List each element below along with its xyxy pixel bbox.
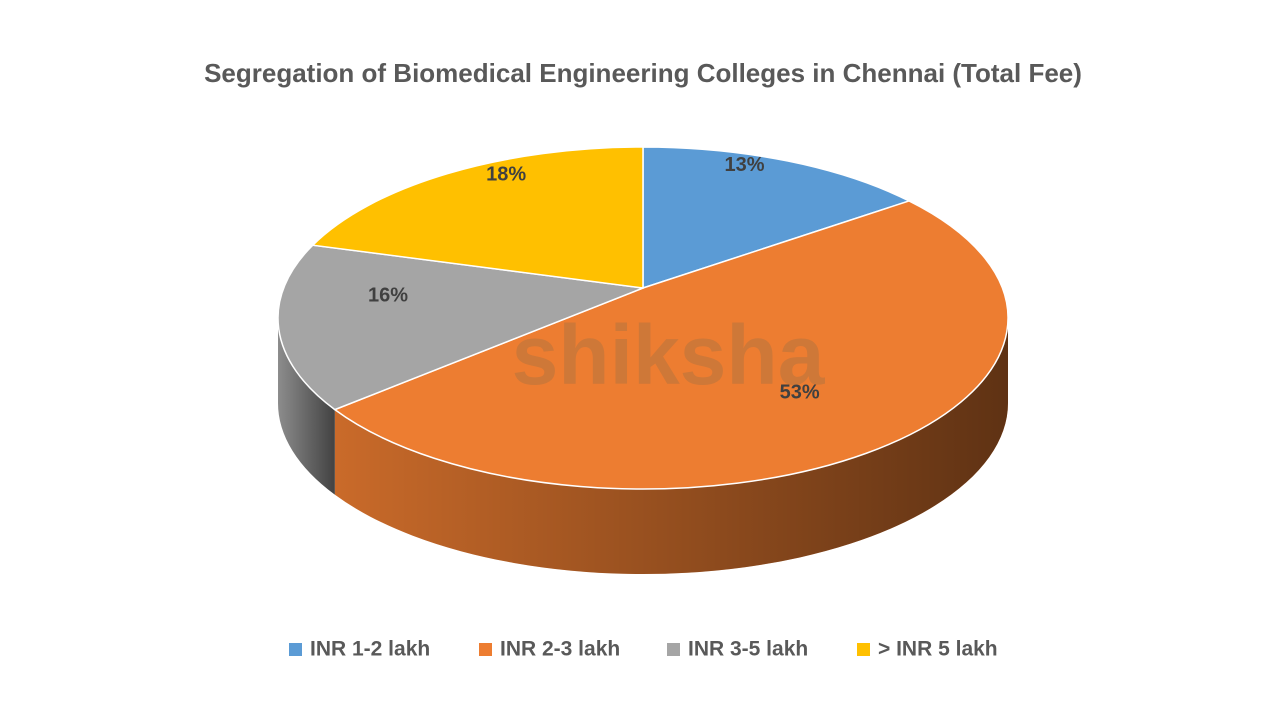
pie: 13% 53% 16% 18% bbox=[277, 146, 1009, 575]
legend-swatch bbox=[667, 643, 680, 656]
legend-swatch bbox=[479, 643, 492, 656]
data-label: 16% bbox=[368, 285, 408, 307]
slice bbox=[642, 146, 912, 290]
legend-swatch bbox=[857, 643, 870, 656]
chart-title: Segregation of Biomedical Engineering Co… bbox=[204, 58, 1082, 88]
legend-label: INR 2-3 lakh bbox=[500, 638, 620, 661]
data-label: 13% bbox=[724, 154, 764, 176]
watermark: shiksha bbox=[512, 308, 826, 402]
data-label: 18% bbox=[486, 164, 526, 186]
slice-side-shade bbox=[278, 318, 335, 495]
legend-label: INR 1-2 lakh bbox=[310, 638, 430, 661]
data-label: 53% bbox=[780, 382, 820, 404]
slice bbox=[333, 200, 1009, 490]
slice-side-shade bbox=[334, 318, 1008, 575]
slice bbox=[277, 244, 644, 411]
legend-label: > INR 5 lakh bbox=[878, 638, 998, 661]
legend-swatch bbox=[289, 643, 302, 656]
legend: INR 1-2 lakh INR 2-3 lakh INR 3-5 lakh > IN… bbox=[289, 638, 998, 661]
legend-label: INR 3-5 lakh bbox=[688, 638, 808, 661]
slice bbox=[311, 146, 644, 289]
